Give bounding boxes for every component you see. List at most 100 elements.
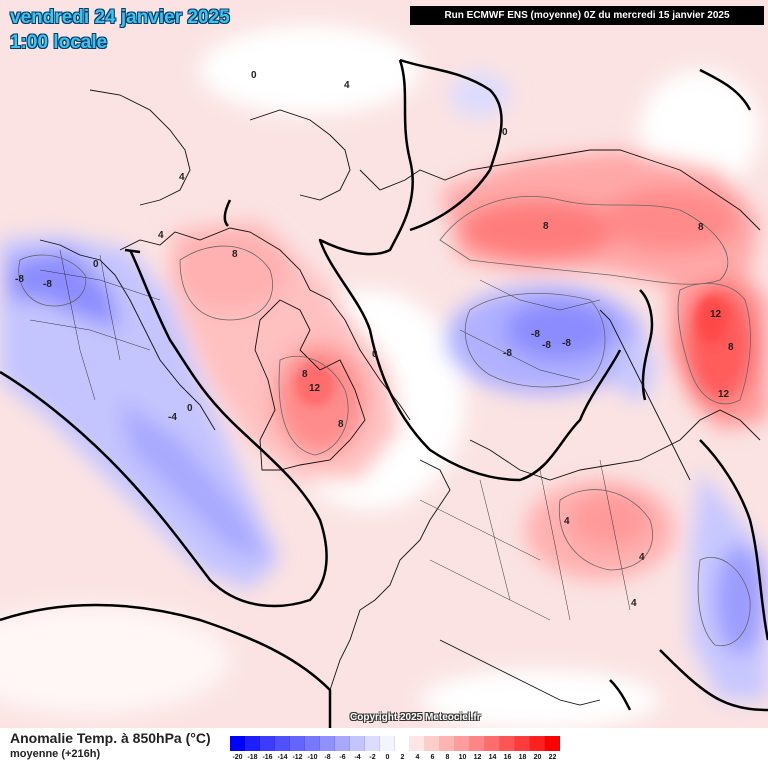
warm-spot-east-asia [696, 296, 728, 344]
color-scale-tick-label: -14 [277, 754, 288, 761]
anomaly-field [0, 25, 768, 728]
warm-core-siberia [460, 200, 620, 260]
run-info-banner: Run ECMWF ENS (moyenne) 0Z du mercredi 1… [410, 6, 764, 25]
color-scale-swatch [545, 736, 560, 751]
color-scale-tick-label: 22 [548, 754, 557, 761]
color-scale-tick-label: -10 [307, 754, 318, 761]
color-scale-swatch [455, 736, 470, 751]
color-scale-tick-label: 16 [503, 754, 512, 761]
color-scale-swatch [320, 736, 335, 751]
color-scale-swatch [290, 736, 305, 751]
warm-spot-greenland [295, 363, 335, 407]
color-scale-swatch [395, 736, 410, 751]
color-scale-labels: -20 -18 -16 -14 -12 -10 -8 -6 -4 -2 0 2 4 6 8 10 12 14 16 1… [230, 753, 560, 765]
color-scale-swatch [470, 736, 485, 751]
color-scale: -20 -18 -16 -14 -12 -10 -8 -6 -4 -2 0 2 4 6 8 10 12 14 16 1… [230, 736, 560, 766]
cold-core-pacific [715, 545, 765, 655]
weather-map: 0 4 0 8 8 12 8 12 4 8 -8 -8 4 0 -4 0 8 1… [0, 0, 768, 728]
color-scale-tick-label: -18 [247, 754, 258, 761]
color-scale-tick-label: 18 [518, 754, 527, 761]
contour-label: -8 [562, 338, 571, 349]
isotherm-contours [18, 196, 751, 647]
color-scale-tick-label: -6 [339, 754, 346, 761]
color-scale-tick-label: 20 [533, 754, 542, 761]
legend-subtitle: moyenne (+216h) [10, 748, 101, 760]
contour-label: 12 [309, 383, 321, 394]
contour-label: 4 [564, 516, 570, 527]
cold-region-east-asia [450, 73, 510, 117]
color-scale-tick-label: -12 [292, 754, 303, 761]
color-scale-swatch [410, 736, 425, 751]
contour-label: 8 [338, 419, 344, 430]
contour-label: 8 [302, 369, 308, 380]
color-scale-swatch [440, 736, 455, 751]
forecast-time: 1:00 locale [10, 32, 108, 53]
color-scale-tick-label: 6 [430, 754, 435, 761]
color-scale-swatch [350, 736, 365, 751]
color-scale-tick-label: -16 [262, 754, 273, 761]
contour-label: 8 [698, 222, 704, 233]
contour-label: 8 [543, 221, 549, 232]
contour-labels: 0 4 0 8 8 12 8 12 4 8 -8 -8 4 0 -4 0 8 1… [15, 70, 734, 609]
forecast-date: vendredi 24 janvier 2025 [10, 7, 230, 28]
contour-label: -8 [43, 279, 52, 290]
color-scale-swatch [335, 736, 350, 751]
color-scale-tick-label: 14 [488, 754, 497, 761]
warm-core-siberia-east [600, 188, 740, 252]
warm-region-canada [170, 230, 290, 310]
color-scale-swatch [275, 736, 290, 751]
contour-label: 0 [93, 259, 99, 270]
contour-label: -8 [15, 274, 24, 285]
contour-label: 12 [718, 389, 730, 400]
color-scale-tick-label: -4 [354, 754, 361, 761]
zero-contours [0, 58, 768, 728]
contour-label: 0 [372, 349, 378, 360]
contour-label: -8 [542, 340, 551, 351]
contour-label: 4 [158, 230, 164, 241]
color-scale-tick-label: 12 [473, 754, 482, 761]
near-normal-region-sea [420, 670, 660, 728]
color-scale-swatch [245, 736, 260, 751]
contour-label: 0 [502, 127, 508, 138]
contour-label: 4 [344, 80, 350, 91]
contour-label: -8 [503, 348, 512, 359]
color-scale-tick-label: 4 [415, 754, 420, 761]
contour-label: 4 [639, 552, 645, 563]
near-normal-region-north [200, 25, 420, 115]
borders [29, 249, 631, 621]
contour-label: 4 [179, 172, 185, 183]
color-scale-tick-label: -8 [324, 754, 331, 761]
near-normal-region-atlantic [0, 605, 230, 715]
anomaly-map-canvas: 0 4 0 8 8 12 8 12 4 8 -8 -8 4 0 -4 0 8 1… [0, 25, 768, 728]
contour-label: 4 [631, 598, 637, 609]
cold-core-north-america [10, 250, 120, 330]
color-scale-tick-label: -2 [369, 754, 376, 761]
color-scale-swatch [500, 736, 515, 751]
color-scale-swatch [260, 736, 275, 751]
contour-label: 8 [232, 249, 238, 260]
contour-label: 0 [187, 403, 193, 414]
legend-title: Anomalie Temp. à 850hPa (°C) [10, 730, 211, 746]
color-scale-swatch [305, 736, 320, 751]
copyright-notice: Copyright 2025 Meteociel.fr [350, 712, 481, 723]
color-scale-tick-label: 8 [445, 754, 450, 761]
color-scale-swatch [485, 736, 500, 751]
cold-tongue-north-america [120, 400, 270, 560]
color-scale-tick-label: 2 [400, 754, 405, 761]
color-scale-tick-label: -20 [232, 754, 243, 761]
color-scale-swatch [425, 736, 440, 751]
color-scale-tick-label: 0 [385, 754, 390, 761]
cold-core-central-asia [505, 300, 615, 360]
color-scale-swatch [365, 736, 380, 751]
warm-core-middle-east [570, 492, 650, 548]
contour-label: -4 [168, 412, 177, 423]
color-scale-swatch [230, 736, 245, 751]
contour-label: 12 [710, 309, 722, 320]
color-scale-swatches [230, 736, 560, 751]
contour-label: -8 [531, 329, 540, 340]
coastlines [39, 89, 761, 706]
color-scale-swatch [515, 736, 530, 751]
color-scale-swatch [380, 736, 395, 751]
color-scale-swatch [530, 736, 545, 751]
color-scale-tick-label: 10 [458, 754, 467, 761]
